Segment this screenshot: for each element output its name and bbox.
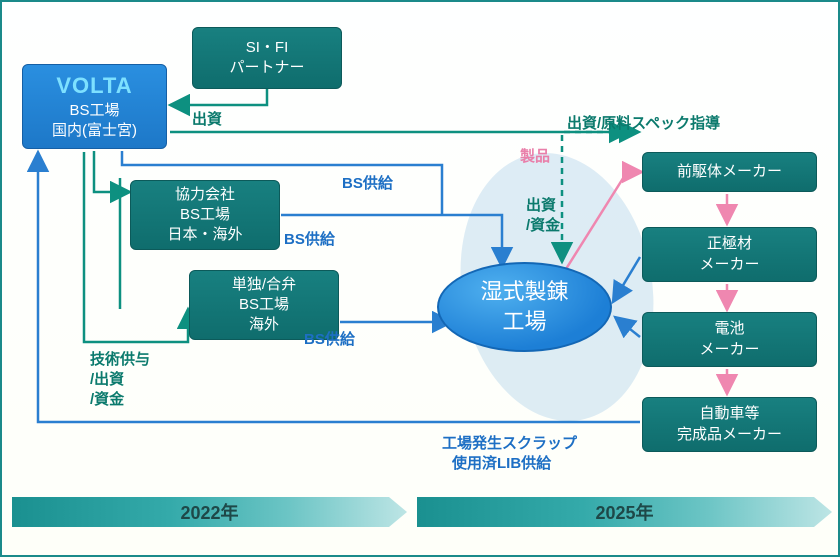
node-auto-line-1: 完成品メーカー: [677, 425, 782, 445]
node-auto: 自動車等完成品メーカー: [642, 397, 817, 452]
node-jv-line-2: 海外: [249, 315, 279, 335]
label-l_spec: 出資/原料スペック指導: [567, 112, 720, 133]
node-partner-line-2: 日本・海外: [167, 225, 242, 245]
timeline-bar1: 2022年: [12, 497, 407, 527]
node-partner: 協力会社BS工場日本・海外: [130, 180, 280, 250]
node-battery-line-0: 電池: [714, 319, 744, 339]
node-jv-line-0: 単独/合弁: [232, 275, 296, 295]
label-l_scrap1: 工場発生スクラップ: [442, 432, 577, 453]
node-volta-line-0: BS工場: [69, 101, 119, 121]
node-auto-line-0: 自動車等: [699, 404, 759, 424]
label-l_bs3: BS供給: [304, 328, 355, 349]
node-smelter-line-1: 工場: [502, 307, 546, 337]
timeline-bar1-label: 2022年: [180, 499, 238, 525]
node-cathode-line-0: 正極材: [707, 234, 752, 254]
node-cathode: 正極材メーカー: [642, 227, 817, 282]
node-smelter: 湿式製錬工場: [437, 262, 612, 352]
node-partner-line-1: BS工場: [180, 205, 230, 225]
label-l_shusshi2: 出資: [526, 194, 556, 215]
node-smelter-line-0: 湿式製錬: [480, 277, 568, 307]
node-partner-line-0: 協力会社: [175, 185, 235, 205]
label-l_tech: 技術供与: [90, 348, 150, 369]
node-battery-line-1: メーカー: [699, 340, 759, 360]
node-si_fi-line-1: パートナー: [229, 58, 304, 78]
node-si_fi-line-0: SI・FI: [246, 38, 289, 58]
label-l_shikin: /資金: [526, 214, 560, 235]
label-l_bs2: BS供給: [284, 228, 335, 249]
label-l_bs1: BS供給: [342, 172, 393, 193]
label-l_product: 製品: [520, 145, 550, 166]
label-l_tech2: /出資: [90, 368, 124, 389]
node-precursor: 前駆体メーカー: [642, 152, 817, 192]
label-l_shusshi: 出資: [192, 108, 222, 129]
volta-logo: VOLTA: [56, 71, 132, 101]
node-volta-line-1: 国内(富士宮): [52, 121, 137, 141]
node-si_fi: SI・FIパートナー: [192, 27, 342, 89]
node-battery: 電池メーカー: [642, 312, 817, 367]
node-jv-line-1: BS工場: [239, 295, 289, 315]
label-l_scrap2: 使用済LIB供給: [452, 452, 551, 473]
timeline-bar2-label: 2025年: [595, 499, 653, 525]
node-cathode-line-1: メーカー: [699, 255, 759, 275]
edge-1: [94, 151, 130, 192]
node-precursor-line-0: 前駆体メーカー: [677, 162, 782, 182]
diagram-canvas: SI・FIパートナーVOLTABS工場国内(富士宮)協力会社BS工場日本・海外単…: [0, 0, 840, 557]
edge-0: [170, 89, 267, 105]
label-l_tech3: /資金: [90, 388, 124, 409]
timeline-bar2: 2025年: [417, 497, 832, 527]
node-volta: VOLTABS工場国内(富士宮): [22, 64, 167, 149]
